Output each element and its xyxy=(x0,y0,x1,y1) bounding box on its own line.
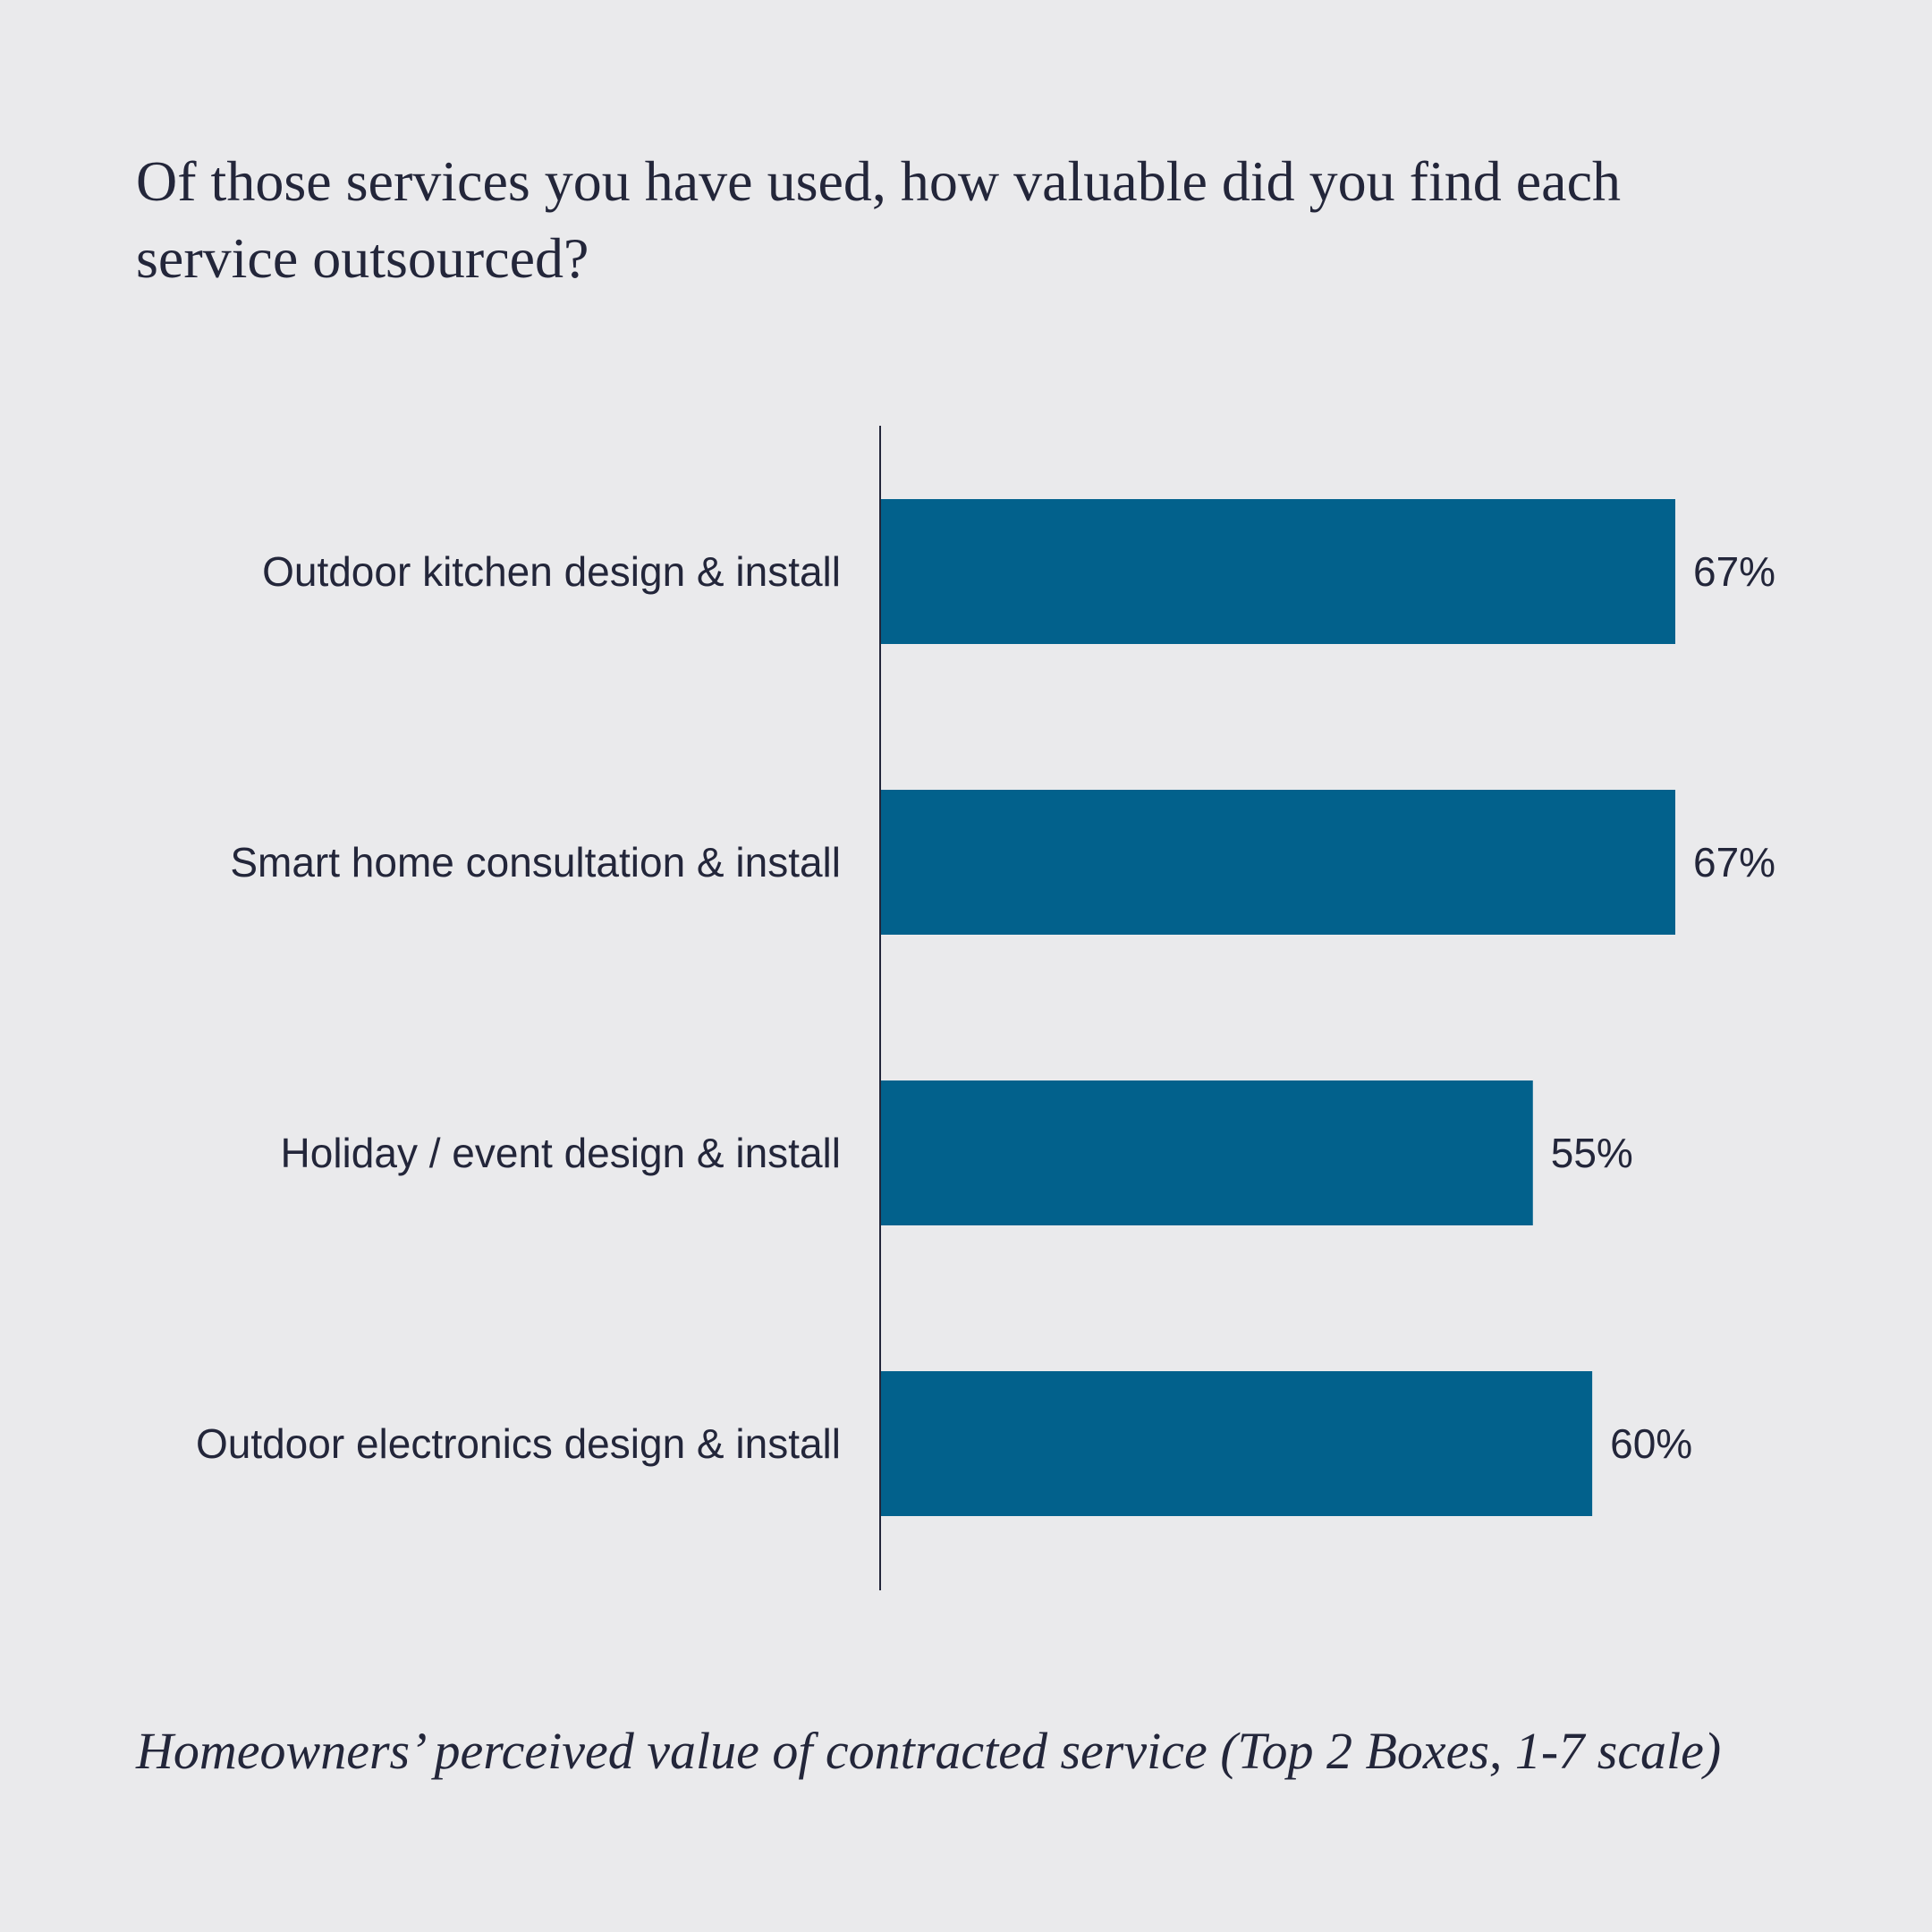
category-label-2: Holiday / event design & install xyxy=(281,1130,841,1176)
category-label-0: Outdoor kitchen design & install xyxy=(262,548,841,595)
value-label-1: 67% xyxy=(1693,839,1775,886)
chart-footnote: Homeowners’ perceived value of contracte… xyxy=(136,1722,1722,1780)
category-label-3: Outdoor electronics design & install xyxy=(196,1420,841,1467)
bar-1 xyxy=(880,790,1675,935)
value-label-2: 55% xyxy=(1551,1130,1633,1176)
bar-3 xyxy=(880,1371,1593,1516)
chart-title: Of those services you have used, how val… xyxy=(136,149,1621,290)
category-label-1: Smart home consultation & install xyxy=(230,839,841,886)
bar-2 xyxy=(880,1080,1533,1225)
bars-layer: Outdoor kitchen design & install 67% Smart… xyxy=(196,499,1775,1516)
value-label-0: 67% xyxy=(1693,548,1775,595)
bar-0 xyxy=(880,499,1675,644)
value-label-3: 60% xyxy=(1610,1420,1692,1467)
